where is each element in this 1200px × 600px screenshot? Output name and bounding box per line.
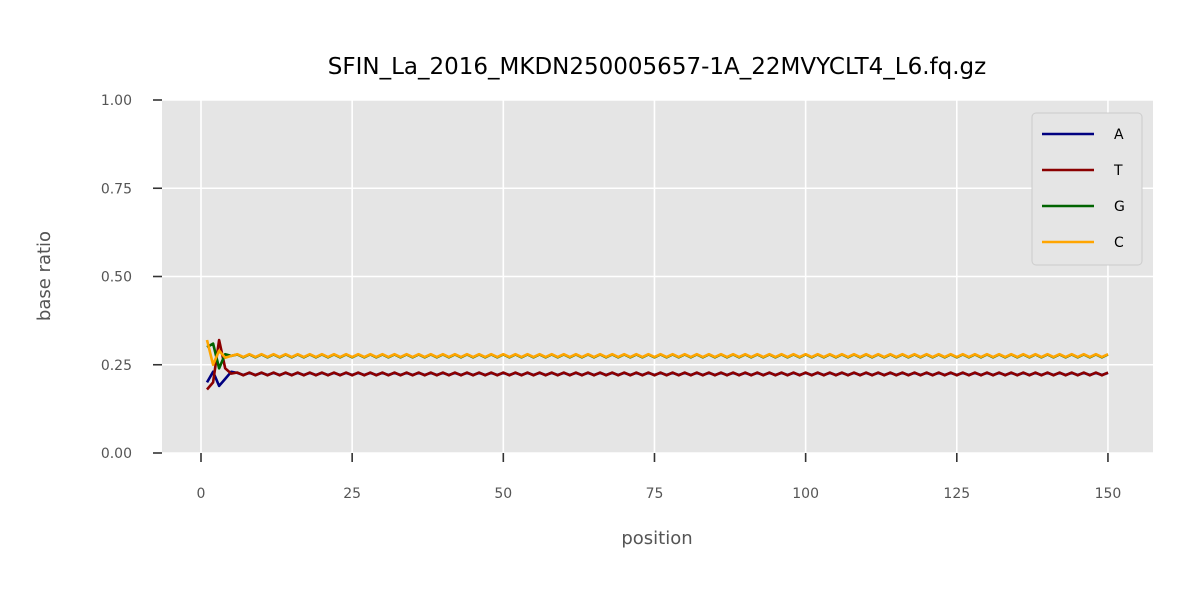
y-tick-label: 0.75: [101, 181, 132, 197]
x-axis-label: position: [621, 528, 692, 549]
chart-title: SFIN_La_2016_MKDN250005657-1A_22MVYCLT4_…: [328, 54, 986, 80]
series-line-t: [206, 338, 1109, 391]
axis-ticks: [153, 99, 1109, 462]
legend-label-g: G: [1114, 199, 1125, 215]
x-tick-label: 0: [197, 486, 206, 502]
y-tick-label: 0.50: [101, 270, 132, 286]
legend: A T G C: [1031, 112, 1143, 266]
y-tick-label: 0.00: [101, 446, 132, 462]
legend-label-c: C: [1114, 235, 1124, 251]
y-axis-label: base ratio: [34, 231, 55, 321]
x-tick-label: 25: [343, 486, 361, 502]
y-tick-label: 1.00: [101, 93, 132, 109]
x-tick-label: 50: [494, 486, 512, 502]
x-tick-label: 125: [943, 486, 970, 502]
x-tick-label: 150: [1095, 486, 1122, 502]
y-tick-label: 0.25: [101, 358, 132, 374]
series-line-c: [205, 339, 1109, 367]
legend-label-t: T: [1113, 163, 1123, 179]
grid: [162, 99, 1153, 454]
x-tick-label: 100: [792, 486, 819, 502]
series-layer: [205, 338, 1109, 391]
x-tick-label: 75: [646, 486, 664, 502]
tick-labels: 0 25 50 75 100 125 150 0.00 0.25 0.50 0.75 1.00: [101, 93, 1121, 502]
legend-label-a: A: [1114, 127, 1124, 143]
legend-box: [1031, 112, 1143, 266]
